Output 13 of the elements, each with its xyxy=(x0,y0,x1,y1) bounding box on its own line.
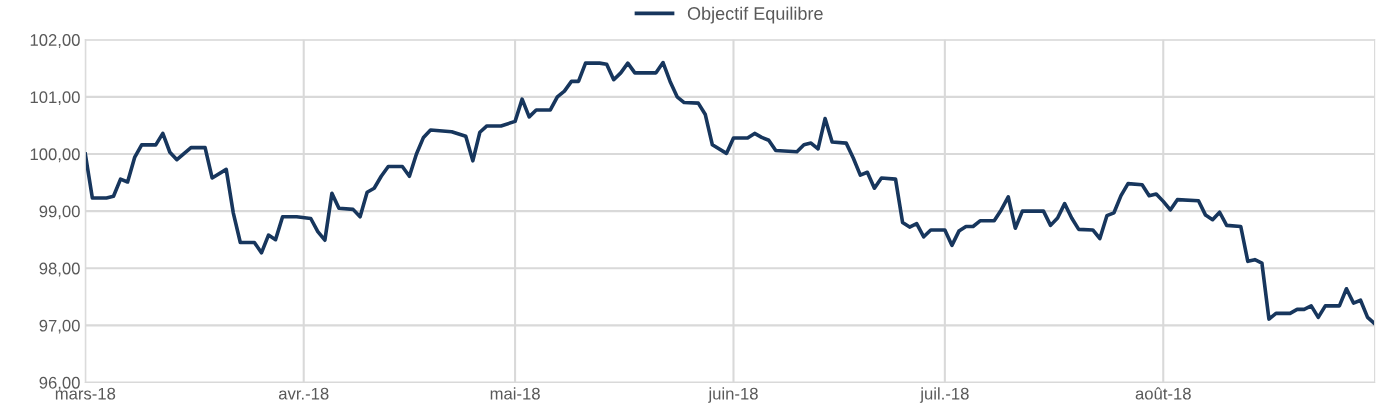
x-tick-label: mai-18 xyxy=(490,387,540,400)
x-tick-label: juil.-18 xyxy=(919,387,969,403)
y-tick-label: 101,00 xyxy=(30,91,80,106)
y-tick-label: 97,00 xyxy=(39,319,80,334)
x-tick-label: juin-18 xyxy=(708,387,758,403)
y-tick-label: 98,00 xyxy=(39,262,80,277)
y-tick-label: 102,00 xyxy=(30,34,80,48)
legend-label: Objectif Equilibre xyxy=(687,6,823,24)
y-tick-label: 99,00 xyxy=(39,205,80,220)
y-tick-label: 100,00 xyxy=(30,148,80,163)
line-series xyxy=(85,60,1375,326)
x-tick-label: août-18 xyxy=(1135,387,1191,400)
x-tick-label: avr.-18 xyxy=(278,387,329,400)
